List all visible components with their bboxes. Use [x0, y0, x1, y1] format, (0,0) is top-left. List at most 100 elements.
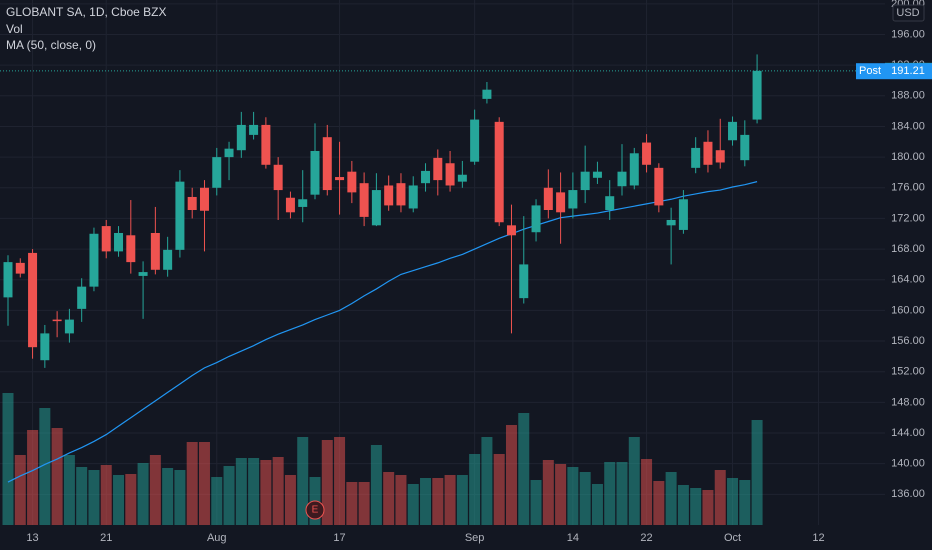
volume-bar — [370, 445, 382, 525]
volume-bar — [88, 470, 100, 525]
candle-body — [3, 262, 13, 298]
candle-body — [580, 171, 590, 191]
candle-body — [396, 183, 406, 206]
candle-body — [101, 226, 111, 252]
volume-bar — [690, 488, 702, 525]
volume-bar — [174, 470, 186, 525]
candle-body — [519, 264, 529, 299]
candle-body — [40, 333, 50, 361]
volume-bar — [579, 472, 591, 525]
volume-bar — [469, 454, 481, 525]
ma-layer — [7, 181, 758, 483]
candle-body — [175, 181, 185, 250]
volume-bar — [297, 437, 309, 525]
candle-body — [126, 235, 136, 263]
earnings-marker — [305, 500, 325, 520]
post-name: Post — [859, 65, 881, 77]
currency-box — [892, 4, 925, 22]
candle-body — [543, 187, 553, 210]
candle-body — [335, 177, 345, 181]
y-tick-label: 144.00 — [891, 427, 925, 439]
candle-body — [506, 225, 516, 236]
y-tick-label: 152.00 — [891, 366, 925, 378]
volume-bar — [321, 440, 333, 525]
candle-body — [568, 190, 578, 209]
candle-body — [433, 157, 443, 181]
volume-bar — [113, 475, 125, 525]
volume-layer — [2, 393, 763, 525]
x-tick-label: 14 — [567, 532, 579, 544]
legend-volume: Vol — [6, 22, 23, 36]
volume-bar — [248, 458, 260, 525]
volume-bar — [407, 484, 419, 525]
volume-bar — [223, 466, 235, 525]
y-tick-label: 164.00 — [891, 274, 925, 286]
candle-body — [52, 319, 62, 322]
volume-bar — [567, 467, 579, 525]
x-tick-label: Oct — [724, 532, 741, 544]
legend-ma: MA (50, close, 0) — [6, 38, 96, 52]
x-tick-label: 22 — [640, 532, 652, 544]
candle-body — [470, 119, 480, 162]
volume-bar — [739, 480, 751, 525]
volume-bar — [186, 442, 198, 525]
y-tick-label: 156.00 — [891, 335, 925, 347]
candle-body — [654, 167, 664, 206]
currency-label: USD — [896, 7, 919, 19]
y-tick-label: 176.00 — [891, 182, 925, 194]
candle-body — [89, 233, 99, 287]
volume-bar — [456, 475, 468, 525]
y-tick-label: 148.00 — [891, 396, 925, 408]
candle-body — [678, 199, 688, 230]
x-tick-label: Aug — [207, 532, 227, 544]
candle-body — [310, 150, 320, 195]
candle-body — [236, 124, 246, 151]
candle-body — [605, 196, 615, 210]
y-tick-label: 136.00 — [891, 488, 925, 500]
volume-bar — [665, 472, 677, 525]
volume-bar — [346, 482, 358, 525]
candle-body — [347, 171, 357, 193]
candle-body — [445, 163, 455, 186]
volume-bar — [481, 437, 493, 525]
volume-bar — [383, 472, 395, 525]
volume-bar — [272, 457, 284, 525]
y-tick-label: 160.00 — [891, 304, 925, 316]
volume-bar — [334, 437, 346, 525]
candle-body — [703, 141, 713, 165]
candle-body — [531, 205, 541, 233]
price-axis-bg — [885, 0, 932, 550]
candle-body — [556, 192, 566, 213]
volume-bar — [63, 455, 75, 525]
candle-body — [114, 232, 124, 252]
candle-layer: E — [3, 54, 762, 520]
volume-bar — [100, 465, 112, 525]
candle-body — [384, 185, 394, 206]
candle-body — [150, 232, 160, 270]
candle-body — [273, 164, 283, 191]
candle-body — [249, 124, 259, 135]
candle-body — [691, 147, 701, 168]
volume-bar — [591, 484, 603, 525]
time-axis-bg — [0, 525, 885, 550]
volume-bar — [395, 475, 407, 525]
volume-bar — [125, 474, 137, 525]
grid — [0, 0, 885, 525]
volume-bar — [653, 481, 665, 525]
y-tick-label: 140.00 — [891, 458, 925, 470]
chart-title: GLOBANT SA, 1D, Cboe BZX — [6, 5, 167, 19]
volume-bar — [432, 478, 444, 525]
candle-body — [715, 150, 725, 163]
candle-body — [138, 272, 148, 276]
candle-body — [298, 199, 308, 207]
volume-bar — [14, 455, 26, 525]
volume-bar — [162, 468, 174, 525]
volume-bar — [76, 467, 88, 525]
x-tick-label: 21 — [100, 532, 112, 544]
candle-body — [752, 70, 762, 120]
x-tick-label: 12 — [812, 532, 824, 544]
candle-body — [64, 319, 74, 334]
